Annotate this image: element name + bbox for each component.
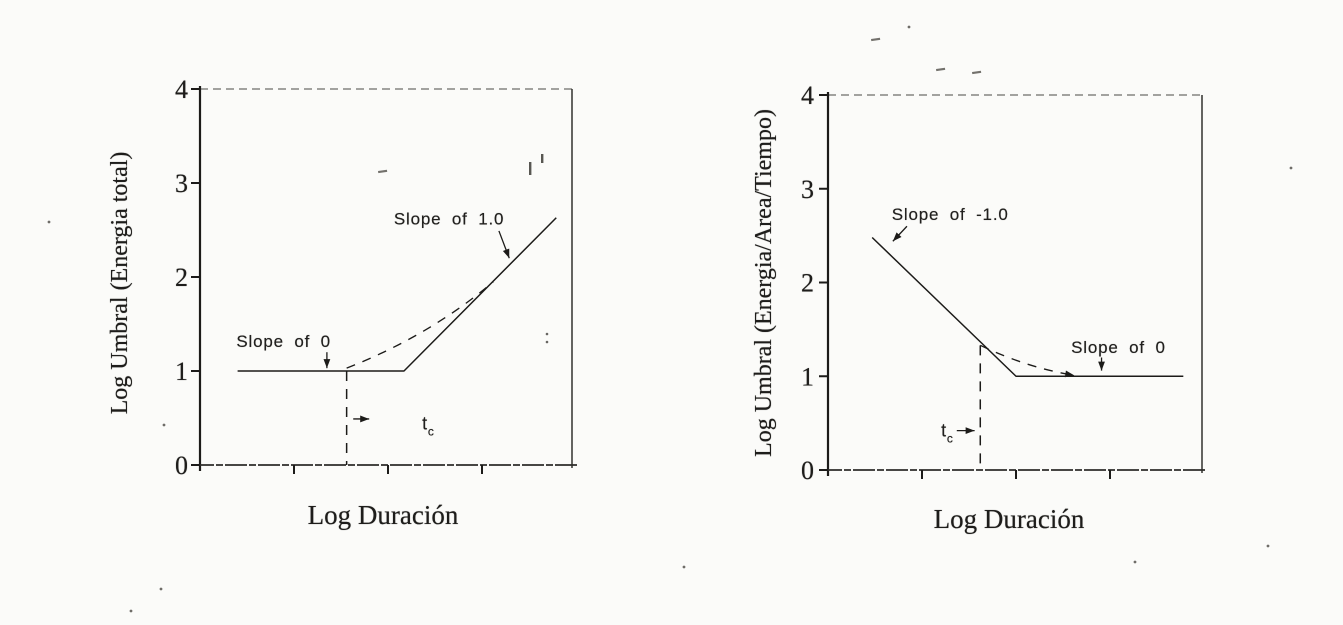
- series-smooth-threshold-dashed-arrowhead: [1064, 370, 1075, 378]
- annotation-slope-0-label: Slope of 0: [236, 332, 331, 351]
- x-axis-title: Log Duración: [308, 500, 459, 530]
- scan-speck: [682, 565, 686, 569]
- chart-umbral-energia-area-tiempo: 0 1 2 3 4 Slope of -1.0 Slope of 0 tc Log Duraci…: [751, 81, 1206, 534]
- scan-speck: [159, 587, 163, 591]
- y-tick-label: 0: [801, 456, 814, 485]
- series-smooth-threshold-dashed: [346, 281, 494, 369]
- y-tick-label: 2: [175, 263, 188, 292]
- tc-arrow-head: [965, 427, 975, 435]
- scan-mark: [936, 67, 946, 72]
- annotation-slope-0-label: Slope of 0: [1071, 338, 1166, 357]
- scan-mark: [529, 162, 532, 175]
- scan-mark: [871, 37, 881, 42]
- scan-mark: [541, 154, 544, 163]
- scan-speck: [1266, 544, 1270, 548]
- annotation-slope-neg1-label: Slope of -1.0: [892, 205, 1009, 224]
- scan-speck: [1289, 166, 1293, 170]
- slope-0-arrow-head: [1098, 361, 1105, 371]
- y-tick-label: 1: [801, 362, 814, 391]
- scan-speck: [1133, 560, 1137, 564]
- y-tick-label: 1: [175, 357, 188, 386]
- series-smooth-threshold-dashed: [979, 344, 1075, 376]
- annotation-tc-label-subscript: c: [947, 432, 954, 446]
- tc-arrow-head: [360, 415, 370, 423]
- series-threshold-asymptotes-solid: [237, 217, 557, 372]
- scan-speck: [162, 423, 166, 427]
- annotation-tc-label: tc: [422, 414, 435, 439]
- scan-speck: [545, 332, 549, 336]
- scan-speck: [907, 25, 911, 29]
- annotation-tc-label: tc: [941, 421, 954, 446]
- y-tick-label: 4: [175, 75, 188, 104]
- annotation-slope-1-label: Slope of 1.0: [394, 210, 504, 229]
- y-tick-label: 3: [801, 175, 814, 204]
- annotation-tc-label-subscript: c: [428, 425, 435, 439]
- slope-0-arrow-head: [323, 359, 331, 369]
- scan-speck: [129, 609, 133, 613]
- y-tick-label: 0: [175, 451, 188, 480]
- y-tick-label: 3: [175, 169, 188, 198]
- scan-speck: [47, 220, 51, 224]
- slope-1-arrow-head: [502, 248, 510, 259]
- series-threshold-asymptotes-solid: [871, 236, 1184, 377]
- scan-speck: [545, 340, 549, 344]
- slope-neg1-arrow-head: [892, 232, 902, 242]
- y-tick-label: 4: [801, 81, 814, 110]
- scan-mark: [378, 169, 388, 174]
- scan-mark: [972, 70, 982, 75]
- scan-artifacts: [47, 25, 1293, 613]
- x-axis-title: Log Duración: [934, 504, 1085, 534]
- chart-umbral-energia-total: 0 1 2 3 4 Slope of 0 Slope of 1.0 tc Log Duració…: [107, 75, 577, 530]
- y-axis-title: Log Umbral (Energia/Area/Tiempo): [751, 109, 777, 457]
- y-tick-label: 2: [801, 269, 814, 298]
- y-axis-title: Log Umbral (Energia total): [107, 152, 133, 415]
